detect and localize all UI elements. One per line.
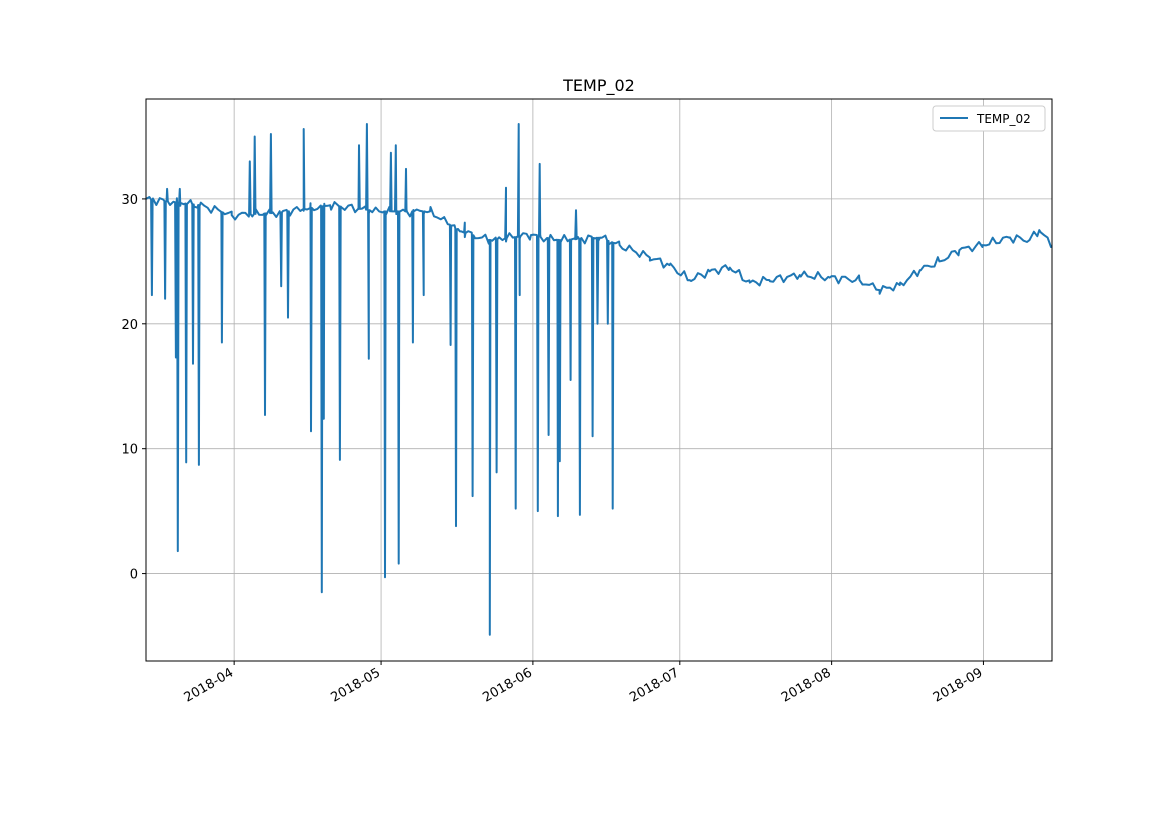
y-tick-label: 0: [130, 568, 138, 583]
chart-title: TEMP_02: [562, 76, 635, 96]
y-tick-label: 10: [121, 443, 138, 458]
y-tick-label: 20: [121, 318, 138, 333]
legend: TEMP_02: [933, 106, 1045, 131]
y-tick-label: 30: [121, 193, 138, 208]
legend-label: TEMP_02: [976, 112, 1031, 126]
